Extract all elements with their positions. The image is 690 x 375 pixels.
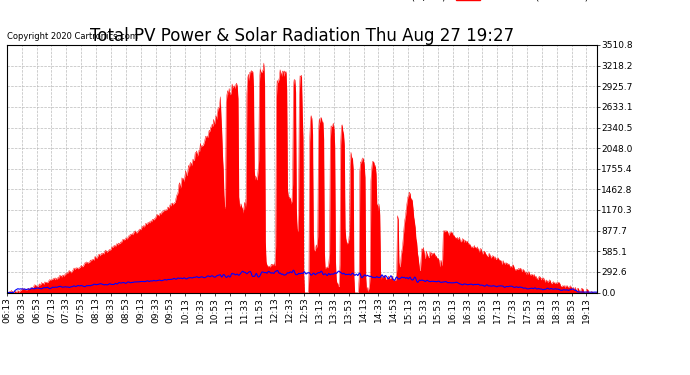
Legend: Radiation(w/m2), PV Panels(DC Watts): Radiation(w/m2), PV Panels(DC Watts) [329,0,592,6]
Text: Copyright 2020 Cartronics.com: Copyright 2020 Cartronics.com [7,32,138,41]
Title: Total PV Power & Solar Radiation Thu Aug 27 19:27: Total PV Power & Solar Radiation Thu Aug… [90,27,514,45]
